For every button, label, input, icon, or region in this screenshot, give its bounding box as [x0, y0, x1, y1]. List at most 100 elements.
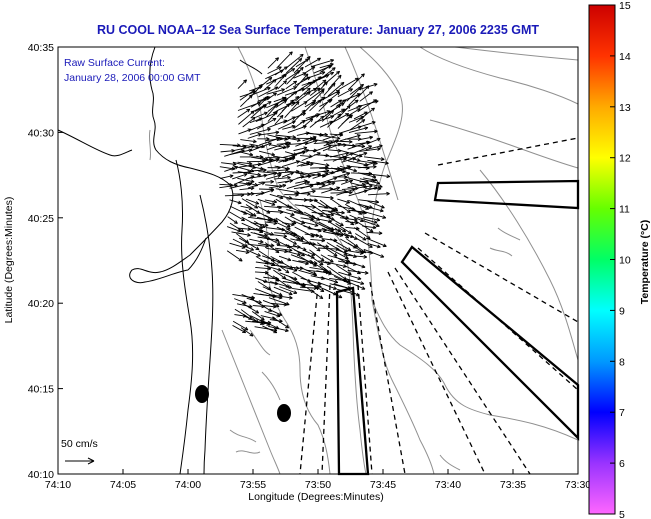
current-vector	[363, 248, 385, 258]
current-vector	[326, 215, 344, 227]
current-vector	[363, 216, 381, 222]
current-vector	[349, 145, 373, 156]
current-vector	[263, 304, 277, 309]
current-vector	[346, 144, 366, 149]
radar-site-marker	[195, 385, 209, 403]
current-vector	[278, 255, 292, 262]
current-vector	[309, 87, 321, 96]
current-vector	[265, 174, 282, 180]
current-vector	[357, 216, 378, 224]
current-vector	[321, 110, 335, 122]
current-vector	[301, 152, 321, 162]
current-vector	[347, 182, 366, 189]
current-vector	[293, 119, 306, 129]
current-vector	[258, 179, 274, 184]
y-tick-label: 40:30	[28, 127, 54, 139]
current-vector	[367, 200, 385, 209]
current-vector	[229, 148, 253, 155]
x-tick-label: 74:10	[45, 479, 71, 491]
current-vector	[318, 134, 341, 141]
current-vector	[282, 124, 296, 130]
current-vector	[338, 271, 362, 281]
map-panel: Raw Surface Current: January 28, 2006 00…	[57, 46, 580, 476]
current-vector	[262, 325, 278, 334]
current-vector	[323, 139, 339, 147]
current-vector	[321, 186, 340, 194]
current-vector	[240, 327, 254, 337]
scale-arrow	[65, 457, 95, 465]
current-vector	[320, 176, 338, 184]
current-vector	[273, 286, 293, 296]
current-vector	[277, 209, 295, 217]
current-vector	[336, 188, 356, 196]
current-vector	[318, 181, 336, 189]
current-vector	[353, 111, 368, 120]
y-tick-label: 40:10	[28, 469, 54, 481]
current-vector	[317, 281, 337, 290]
current-vector	[366, 173, 391, 179]
colorbar-tick-label: 14	[619, 51, 631, 63]
current-vector	[337, 114, 352, 129]
current-vector	[310, 232, 323, 239]
colorbar-label: Temperature (°C)	[639, 220, 651, 305]
current-vector	[357, 172, 377, 179]
current-vector	[347, 269, 369, 275]
y-tick-label: 40:15	[28, 384, 54, 396]
y-axis-ticks: 40:10 40:15 40:20 40:25 40:30 40:35	[28, 42, 63, 481]
current-vector	[257, 158, 280, 166]
current-vector	[286, 180, 311, 190]
current-vector	[327, 81, 345, 97]
current-vector	[293, 146, 308, 152]
current-vector	[227, 216, 238, 224]
current-vector	[249, 168, 267, 173]
current-vector	[274, 247, 293, 252]
current-vector	[362, 220, 380, 228]
current-vector	[238, 237, 260, 251]
current-vector	[263, 264, 282, 272]
current-vector	[266, 103, 279, 118]
current-vector	[277, 80, 287, 90]
current-vector	[309, 99, 322, 112]
current-vector	[241, 244, 255, 251]
current-vector	[338, 77, 359, 91]
current-vector	[303, 87, 317, 95]
current-vector	[231, 231, 251, 237]
current-vector	[307, 254, 324, 266]
x-tick-label: 74:00	[175, 479, 201, 491]
current-vector	[320, 254, 334, 263]
current-vector	[347, 281, 366, 290]
current-vector	[308, 282, 325, 292]
current-vector	[226, 226, 242, 233]
current-vector	[320, 276, 339, 284]
current-vector	[266, 92, 277, 101]
current-vector	[233, 175, 255, 185]
current-vector	[220, 174, 234, 179]
current-vector	[258, 171, 278, 178]
current-vector	[307, 287, 324, 299]
temperature-colorbar: 5 6 7 8 9 10 11 12 13 14 15 Temperature (°C)	[588, 0, 651, 519]
current-vector	[367, 159, 389, 165]
x-tick-label: 74:05	[110, 479, 136, 491]
current-vector	[235, 249, 250, 255]
current-vector	[245, 198, 260, 205]
current-vector	[265, 69, 284, 80]
current-vector	[286, 66, 304, 85]
current-vector	[251, 310, 265, 321]
current-vector	[347, 73, 365, 91]
current-vector	[266, 141, 289, 151]
current-vector	[274, 264, 298, 272]
current-vector	[253, 220, 266, 229]
current-vector	[322, 168, 344, 178]
current-vector	[291, 148, 310, 156]
current-vector	[276, 86, 297, 96]
annotation-raw-surface-current: Raw Surface Current:	[64, 57, 165, 69]
current-vector	[318, 99, 332, 112]
current-vector	[293, 72, 307, 79]
current-vector	[363, 211, 387, 219]
current-vector	[242, 116, 256, 128]
current-vector	[277, 120, 296, 130]
current-vector	[241, 302, 260, 314]
current-vector	[279, 286, 298, 295]
current-vector	[345, 260, 366, 269]
